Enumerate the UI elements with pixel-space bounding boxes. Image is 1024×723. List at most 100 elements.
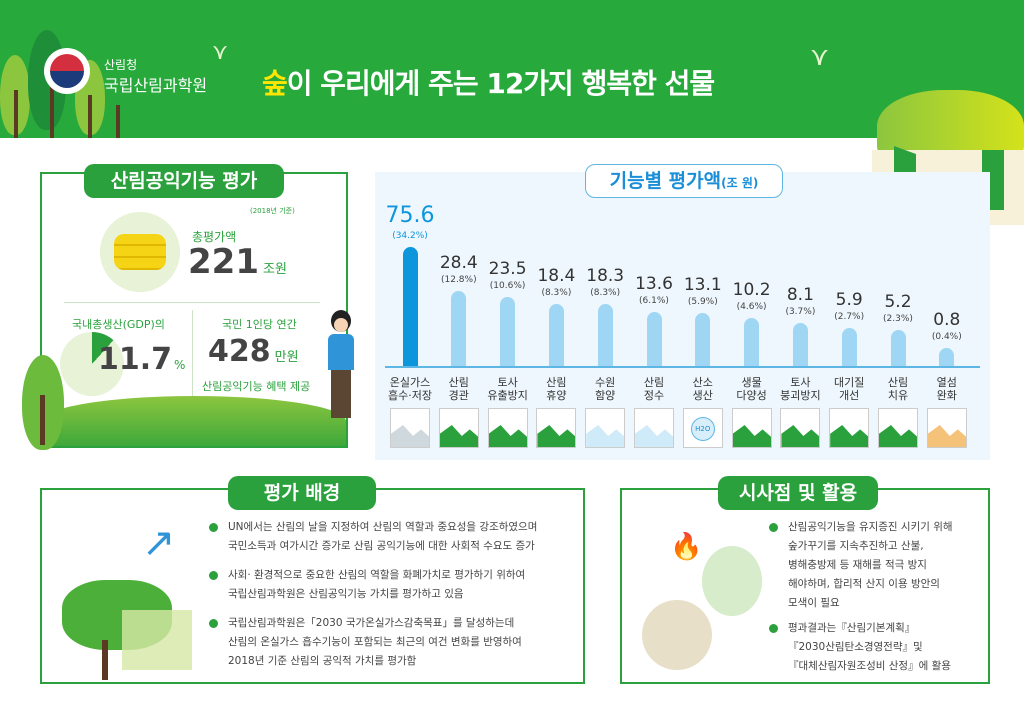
landscape-icon: [438, 408, 479, 448]
bar: [402, 246, 418, 366]
percent-label: (4.6%): [736, 302, 767, 313]
total-label: 총평가액: [192, 230, 237, 244]
category-label: 토사: [497, 376, 518, 389]
bullet-line: 『2030산림탄소경영전략』및: [788, 641, 923, 653]
bullet-line: 병해충방제 등 재해를 적극 방지: [788, 559, 927, 571]
gdp-unit: %: [174, 358, 186, 372]
org-parent: 산림청: [104, 58, 138, 72]
category-label: 토사: [790, 376, 811, 389]
fire-icon: 🔥: [670, 532, 703, 562]
implications-panel: 시사점 및 활용 🔥 산림공익기능을 유지증진 시키기 위해 숲가꾸기를 지속추진…: [620, 476, 990, 684]
category-label: 산소: [692, 376, 713, 389]
chart-baseline: [385, 366, 980, 368]
total-figure: 221 조원: [188, 242, 287, 282]
chart-unit: (조 원): [721, 176, 759, 190]
value-label: 18.3: [586, 266, 625, 287]
government-logo: [44, 48, 90, 94]
healing-icon: [878, 408, 918, 448]
bird-icon: ⋎: [810, 42, 830, 72]
city-heat-icon: [926, 408, 967, 448]
total-unit: 조원: [262, 262, 287, 277]
gdp-pie: [60, 332, 124, 396]
percent-label: (3.7%): [785, 307, 816, 317]
coins-icon: [100, 212, 180, 292]
value-label: 8.1: [786, 285, 814, 305]
bar: [597, 304, 613, 366]
h2o-icon: H2O: [682, 408, 723, 448]
value-label: 10.2: [732, 280, 771, 301]
per-capita-label: 국민 1인당 연간: [222, 318, 297, 331]
org-name: 국립산림과학원: [104, 76, 208, 95]
background-panel: 평가 배경 ↗ UN에서는 산림의 날을 지정하여 산림의 역할과 중요성을 강…: [40, 476, 585, 684]
hill-illustration: [42, 396, 346, 446]
bar: [890, 330, 906, 366]
category-label: 정수: [643, 389, 665, 402]
per-capita-value: 428: [208, 334, 271, 369]
category-label: 다양성: [736, 389, 767, 402]
gdp-value: 11.7: [98, 342, 173, 377]
percent-label: (2.3%): [883, 314, 913, 325]
power-plant-icon: [390, 408, 430, 448]
bullet-line: 해야하며, 합리적 산지 이용 방안의: [788, 578, 940, 590]
person-illustration: [326, 310, 356, 430]
percent-label: (2.7%): [834, 312, 865, 323]
background-title: 평가 배경: [228, 476, 376, 510]
bullet-line: 『대체산림자원조성비 산정』에 활용: [788, 660, 951, 672]
implications-title: 시사점 및 활용: [718, 476, 878, 510]
category-label: 경관: [448, 389, 469, 402]
bullet-item: 사회· 환경적으로 중요한 산림의 역할을 화폐가치로 평가하기 위하여 국립산림…: [208, 566, 525, 604]
percent-label: (6.1%): [639, 296, 669, 307]
plant-icon: [731, 408, 772, 448]
growth-illustration: ↗: [62, 520, 202, 680]
category-label: 대기질: [834, 376, 865, 389]
header-banner: 산림청 국립산림과학원 ⋎ ⋎ 숲이 우리에게 주는 12가지 행복한 선물: [0, 0, 1024, 138]
percent-label: (8.3%): [590, 288, 621, 299]
bullet-item: UN에서는 산림의 날을 지정하여 산림의 역할과 중요성을 강조하였으며 국민소…: [208, 518, 537, 556]
earth-icon: [829, 408, 870, 448]
category-label: 온실가스: [389, 376, 431, 389]
erosion-icon: [487, 408, 528, 448]
percent-label: (5.9%): [687, 296, 718, 307]
bar: [548, 304, 564, 366]
bar: [451, 290, 467, 366]
bird-icon: ⋎: [212, 40, 229, 65]
category-label: 흡수·저장: [388, 389, 432, 402]
value-label: 75.6: [385, 202, 435, 228]
percent-label: (8.3%): [541, 288, 572, 299]
category-label: 함양: [595, 389, 616, 402]
page-title: 숲이 우리에게 주는 12가지 행복한 선물: [262, 67, 715, 100]
basis-year: (2018년 기준): [250, 207, 295, 215]
category-label: 휴양: [546, 389, 567, 402]
water-icon: [585, 408, 626, 448]
percent-label: (12.8%): [440, 274, 477, 285]
summary-title: 산림공익기능 평가: [84, 164, 284, 198]
bar: [500, 296, 516, 366]
per-capita-unit: 만원: [274, 350, 299, 365]
bullet-line: 산림공익기능을 유지증진 시키기 위해: [788, 521, 953, 533]
landslide-icon: [780, 408, 821, 448]
bullet-line: 국립산림과학원은「2030 국가온실가스감축목표」를 달성하는데: [228, 617, 515, 629]
value-label: 23.5: [488, 258, 527, 279]
summary-panel: 산림공익기능 평가 (2018년 기준) 총평가액 221 조원 국내총생산(G…: [40, 164, 354, 448]
category-label: 치유: [887, 389, 909, 402]
bar: [841, 328, 857, 366]
value-label: 13.6: [635, 274, 673, 295]
percent-label: (34.2%): [392, 230, 428, 241]
chart-title: 기능별 평가액(조 원): [585, 164, 783, 198]
value-label: 5.9: [835, 290, 863, 311]
category-label: 열섬: [936, 376, 957, 389]
value-label: 13.1: [683, 274, 722, 295]
category-label: 산림: [887, 376, 909, 389]
bar: [646, 312, 662, 366]
percent-label: (0.4%): [931, 332, 962, 343]
category-label: 생산: [692, 389, 713, 402]
value-label: 5.2: [884, 292, 912, 313]
category-label: 산림: [643, 376, 665, 389]
bar: [939, 348, 955, 366]
gdp-label: 국내총생산(GDP)의: [72, 318, 165, 331]
category-label: 완화: [936, 389, 957, 402]
bar: [695, 312, 711, 366]
bullet-line: 국립산림과학원은 산림공익기능 가치를 평가하고 있음: [228, 588, 464, 600]
bullet-item: 산림공익기능을 유지증진 시키기 위해 숲가꾸기를 지속추진하고 산불, 병해충방제…: [769, 518, 953, 613]
category-label: 생물: [741, 376, 762, 389]
